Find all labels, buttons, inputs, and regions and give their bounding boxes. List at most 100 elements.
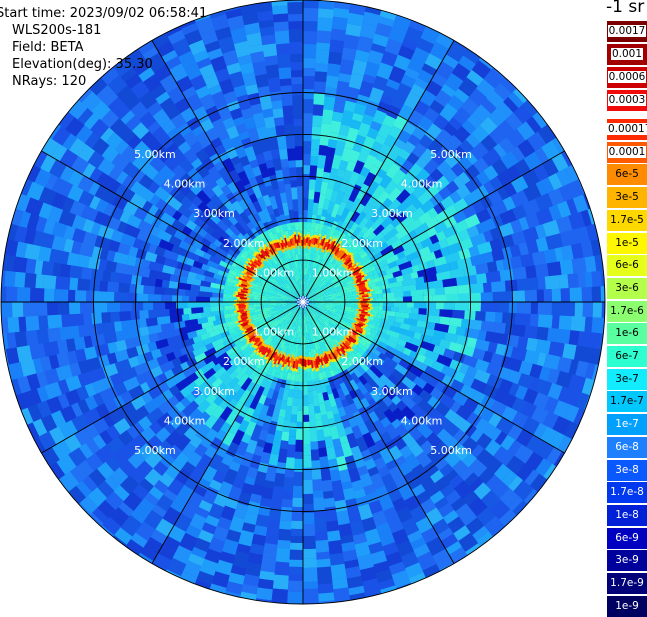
radar-cell — [175, 379, 189, 392]
radar-cell — [351, 249, 359, 257]
colorbar-label: 1.7e-8 — [610, 486, 644, 499]
radar-cell — [246, 32, 263, 47]
radar-cell — [443, 302, 456, 311]
radar-cell — [247, 213, 260, 229]
radar-cell — [303, 113, 314, 123]
radar-cell — [122, 92, 141, 111]
radar-cell — [373, 273, 380, 279]
radar-cell — [463, 190, 481, 207]
radar-cell — [460, 511, 478, 527]
radar-cell — [317, 583, 334, 594]
colorbar-label: 6e-6 — [615, 259, 639, 272]
radar-cell — [359, 183, 370, 195]
radar-cell — [108, 165, 123, 181]
radar-cell — [122, 491, 143, 512]
radar-cell — [50, 409, 66, 428]
radar-cell — [500, 355, 513, 370]
radar-cell — [24, 243, 41, 261]
radar-cell — [182, 461, 196, 474]
radar-cell — [512, 266, 527, 281]
radar-cell — [65, 375, 82, 392]
radar-cell — [331, 311, 342, 317]
radar-cell — [203, 367, 216, 380]
radar-cell — [318, 327, 324, 335]
radar-cell — [82, 231, 98, 247]
radar-cell — [489, 176, 504, 192]
radar-cell — [303, 122, 313, 135]
radar-cell — [465, 543, 482, 558]
radar-cell — [96, 84, 114, 102]
radar-cell — [409, 414, 424, 429]
radar-cell — [307, 345, 311, 352]
radar-cell — [263, 480, 275, 489]
radar-cell — [394, 343, 406, 353]
radar-cell — [314, 516, 327, 532]
radar-cell — [459, 139, 475, 155]
radar-cell — [361, 363, 370, 372]
radar-cell — [302, 597, 319, 604]
radar-cell — [63, 225, 76, 241]
radar-cell — [234, 365, 243, 375]
radar-cell — [376, 321, 381, 327]
radar-cell — [407, 59, 424, 74]
radar-cell — [123, 200, 139, 216]
radar-cell — [95, 403, 110, 419]
radar-cell — [330, 28, 347, 42]
radar-cell — [212, 292, 224, 298]
radar-cell — [441, 374, 455, 388]
radar-cell — [156, 229, 173, 243]
radar-cell — [51, 221, 68, 238]
radar-cell — [180, 196, 194, 209]
radar-cell — [475, 221, 489, 235]
radar-cell — [392, 434, 407, 451]
radar-cell — [302, 467, 313, 481]
radar-cell — [292, 95, 304, 109]
radar-cell — [225, 345, 239, 357]
radar-cell — [585, 362, 596, 380]
radar-cell — [413, 231, 430, 244]
radar-cell — [105, 455, 122, 472]
radar-cell — [406, 530, 423, 544]
radar-cell — [323, 157, 334, 173]
radar-cell — [225, 411, 238, 426]
radar-cell — [271, 100, 283, 110]
radar-cell — [385, 551, 403, 567]
colorbar-label: 1e-7 — [615, 418, 639, 431]
radar-cell — [99, 280, 109, 292]
radar-cell — [176, 75, 194, 93]
radar-cell — [561, 245, 574, 261]
radar-cell — [132, 154, 151, 173]
radar-cell — [396, 506, 413, 524]
radar-cell — [317, 573, 333, 585]
radar-cell — [317, 317, 325, 325]
radar-cell — [205, 393, 217, 405]
radar-cell — [394, 455, 407, 467]
radar-cell — [321, 479, 333, 492]
radar-cell — [308, 189, 315, 200]
radar-cell — [557, 386, 574, 405]
radar-cell — [250, 51, 266, 64]
radar-cell — [308, 303, 315, 306]
radar-cell — [502, 246, 513, 260]
radar-cell — [299, 243, 302, 247]
radar-cell — [422, 564, 441, 580]
radar-cell — [327, 458, 339, 471]
radar-cell — [165, 429, 182, 447]
radar-cell — [102, 291, 115, 302]
radar-cell — [466, 225, 480, 238]
radar-cell — [323, 323, 330, 330]
radar-cell — [182, 560, 202, 578]
radar-cell — [316, 327, 322, 335]
radar-cell — [303, 228, 307, 236]
radar-cell — [289, 549, 303, 560]
radar-cell — [346, 234, 351, 239]
radar-cell — [435, 554, 454, 571]
radar-cell — [360, 336, 372, 346]
radar-cell — [296, 175, 304, 187]
radar-cell — [331, 405, 340, 415]
radar-cell — [369, 328, 377, 335]
radar-cell — [490, 302, 499, 313]
radar-cell — [416, 168, 431, 183]
radar-cell — [476, 448, 492, 465]
radar-cell — [420, 199, 435, 214]
